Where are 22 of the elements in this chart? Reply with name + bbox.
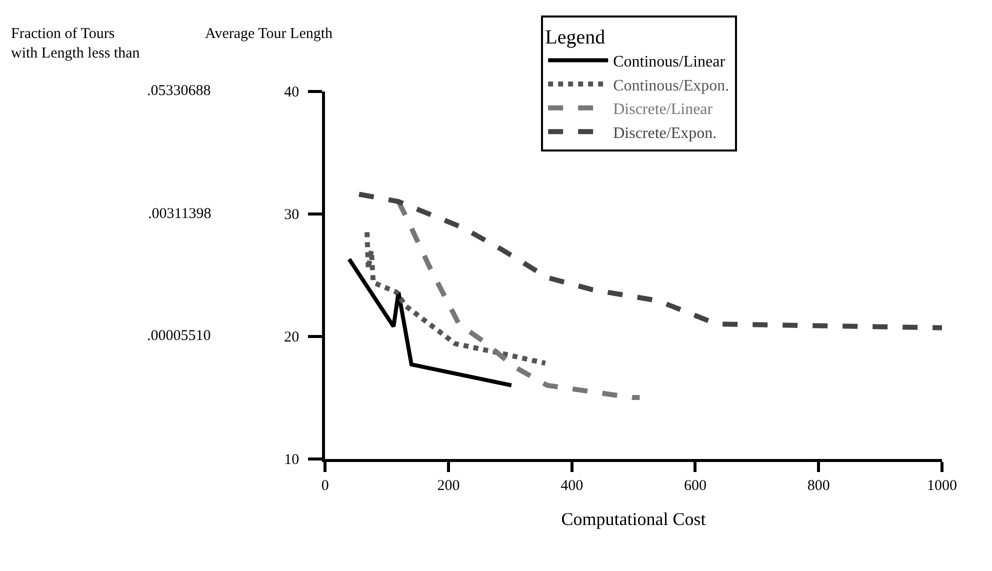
x-tick-label: 200 bbox=[437, 478, 460, 494]
line-series bbox=[347, 257, 514, 388]
legend-label: Discrete/Expon. bbox=[613, 124, 717, 142]
x-tick-label: 0 bbox=[321, 478, 329, 494]
legend-title: Legend bbox=[545, 26, 606, 48]
x-tick-label: 800 bbox=[807, 478, 830, 494]
y-tick-label: 20 bbox=[284, 330, 300, 346]
x-axis-title: Computational Cost bbox=[561, 508, 706, 529]
text: .05330688 bbox=[147, 83, 211, 99]
y-tick-label: 40 bbox=[284, 84, 300, 101]
x-tick-label: 400 bbox=[560, 478, 584, 494]
y-tick-label: 10 bbox=[284, 452, 300, 468]
text: .00005510 bbox=[147, 328, 211, 344]
legend-label: Continous/Linear bbox=[613, 53, 726, 70]
x-tick-label: 1000 bbox=[926, 478, 957, 494]
y-tick-label: 30 bbox=[284, 207, 300, 224]
legend-label: Continous/Expon. bbox=[613, 77, 730, 94]
x-tick-label: 600 bbox=[684, 478, 706, 494]
text: .00311398 bbox=[148, 206, 212, 222]
y-axis-title: Average Tour Length bbox=[205, 26, 334, 42]
legend-label: Discrete/Linear bbox=[613, 101, 714, 118]
text: Fraction of Tours with Length less than bbox=[11, 26, 140, 62]
